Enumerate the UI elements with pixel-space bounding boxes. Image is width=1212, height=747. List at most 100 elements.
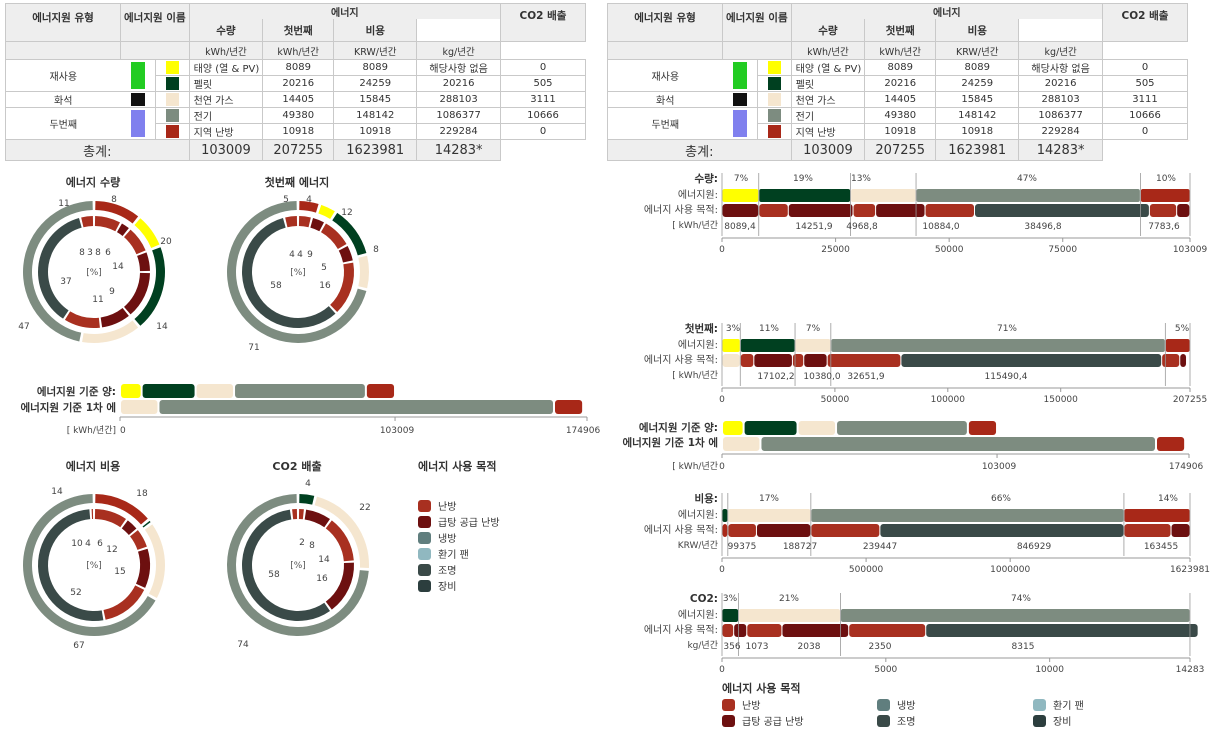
source-color-swatch <box>154 123 190 140</box>
bar-primary-tick-label: 50000 <box>821 395 850 405</box>
donut-quantity-center-label: [%] <box>86 268 102 278</box>
energy-header: 에너지 <box>790 3 1104 19</box>
table-row: 두번째 전기 49380 148142 1086377 10666 <box>607 107 1188 140</box>
demand-left-primary-segment <box>159 400 554 414</box>
bar-primary-purpose-segment <box>740 354 754 367</box>
legend-swatch <box>722 699 735 711</box>
donut-quantity-inner-label: 14 <box>112 262 124 272</box>
total-cost: 1623981 <box>935 139 1020 161</box>
col-cost-header: 비용 <box>333 19 418 42</box>
cell-co2: 10666 <box>1102 107 1188 124</box>
bar-co2-purpose-segment <box>734 624 747 637</box>
cell-co2: 0 <box>500 59 586 76</box>
demand-right-source-segment <box>798 421 836 435</box>
energy-header: 에너지 <box>188 3 502 19</box>
demand-right-source-segment <box>968 421 997 435</box>
donut-quantity-inner-slice <box>137 252 150 272</box>
bar-quantity-purpose-segment <box>876 204 925 217</box>
unit-co2: kg/년간 <box>1018 41 1103 60</box>
demand-label-1: 에너지원 기준 양: <box>37 385 116 398</box>
donut-cost-inner-label: 12 <box>106 545 117 555</box>
donut-primary-inner-label: 58 <box>270 281 282 291</box>
col-primary-header: 첫번째 <box>864 19 937 42</box>
bar-cost-source-segment <box>728 509 811 522</box>
demand-label-2: 에너지원 기준 1차 에 <box>20 401 116 414</box>
cell-qty: 14405 <box>262 91 335 108</box>
legend-item-label: 조명 <box>897 716 915 728</box>
bar-co2-percent-label: 3% <box>723 594 738 604</box>
demand-right-source-segment <box>723 421 743 435</box>
cell-qty: 20216 <box>262 75 335 92</box>
legend-swatch <box>418 564 431 576</box>
donut-quantity-outer-label: 11 <box>58 199 69 209</box>
bar-primary-tick-label: 207255 <box>1173 395 1207 405</box>
bar-primary-tick-label: 100000 <box>931 395 966 405</box>
demand-right-label-1: 에너지원 기준 양: <box>639 421 718 434</box>
bar-co2-unit-label: kg/년간 <box>687 640 718 651</box>
table-row: 두번째 전기 49380 148142 1086377 10666 <box>5 107 586 140</box>
source-color-swatch <box>154 75 190 92</box>
donut-primary-outer-slice <box>299 201 319 213</box>
unit-primary: kWh/년간 <box>262 41 335 60</box>
donut-co2-inner-slice <box>325 562 354 610</box>
bar-primary-unit-label: [ kWh/년간 <box>672 370 718 381</box>
legend-item-label: 환기 팬 <box>1053 700 1084 712</box>
bar-co2-title: CO2: <box>690 593 718 605</box>
cell-co2: 3111 <box>500 91 586 108</box>
bar-quantity-value-label: 4968,8 <box>846 222 878 232</box>
donut-cost-inner-slice <box>37 509 104 622</box>
bar-quantity-purpose-segment <box>853 204 876 217</box>
cell-cost: 해당사항 없음 <box>1018 59 1103 76</box>
bar-cost-tick-label: 1623981 <box>1170 565 1210 575</box>
donut-co2-inner-slice <box>298 509 304 520</box>
donut-cost-outer-slice <box>95 494 148 525</box>
cell-cost: 1086377 <box>416 107 501 124</box>
cell-qty: 20216 <box>864 75 937 92</box>
group-label: 화석 <box>607 91 723 108</box>
cell-name: 전기 <box>188 107 264 124</box>
donut-cost-inner-slice <box>103 585 145 620</box>
donut-cost-inner-label: 4 <box>85 539 91 549</box>
donut-primary-inner-slice <box>310 218 324 232</box>
donut-cost-outer-label: 18 <box>136 489 148 499</box>
bar-co2-value-label: 8315 <box>1012 642 1035 652</box>
legend-item-label: 장비 <box>438 581 456 593</box>
legend-item-label: 냉방 <box>438 533 456 545</box>
col-qty-header: 수량 <box>188 19 264 42</box>
bar-co2-purpose-segment <box>782 624 849 637</box>
donut-quantity-inner-slice <box>64 311 100 328</box>
donut-primary-inner-label: 9 <box>307 250 313 260</box>
bar-quantity-percent-label: 7% <box>734 174 749 184</box>
source-color-swatch <box>154 107 190 124</box>
cell-name: 펠릿 <box>790 75 866 92</box>
bar-primary-purpose-segment <box>754 354 792 367</box>
cell-co2: 10666 <box>500 107 586 124</box>
cell-name: 지역 난방 <box>188 123 264 140</box>
demand-left-primary-segment <box>121 400 158 414</box>
total-label: 총계: <box>5 139 190 161</box>
cell-name: 펠릿 <box>188 75 264 92</box>
bar-primary-source-segment <box>722 339 740 352</box>
col-co2-header: CO2 배출 <box>500 3 586 42</box>
bar-co2-value-label: 1073 <box>746 642 769 652</box>
bar-co2-source-segment <box>722 609 739 622</box>
donut-quantity-inner-label: 11 <box>92 295 103 305</box>
demand-left-source-segment <box>121 384 141 398</box>
cell-primary: 10918 <box>935 123 1020 140</box>
bar-primary-purpose-segment <box>901 354 1162 367</box>
demand-right-label-2: 에너지원 기준 1차 에 <box>622 436 718 449</box>
bar-quantity-row-label-purpose: 에너지 사용 목적: <box>644 204 718 216</box>
bar-primary-value-label: 10380,0 <box>803 372 840 382</box>
bar-primary-percent-label: 3% <box>726 324 741 334</box>
legend-item-label: 냉방 <box>897 700 915 712</box>
cell-qty: 14405 <box>864 91 937 108</box>
donut-co2-inner-label: 2 <box>299 538 305 548</box>
donut-primary-inner-label: 4 <box>297 250 303 260</box>
bar-cost-purpose-segment <box>722 524 728 537</box>
bar-cost-purpose-segment <box>1171 524 1190 537</box>
legend-swatch <box>1033 699 1046 711</box>
table-row: 재사용 태양 (열 & PV) 8089 8089 해당사항 없음 0 <box>5 59 586 92</box>
bar-cost-purpose-segment <box>880 524 1124 537</box>
bar-co2-purpose-segment <box>849 624 926 637</box>
bar-cost-value-label: 239447 <box>863 542 897 552</box>
